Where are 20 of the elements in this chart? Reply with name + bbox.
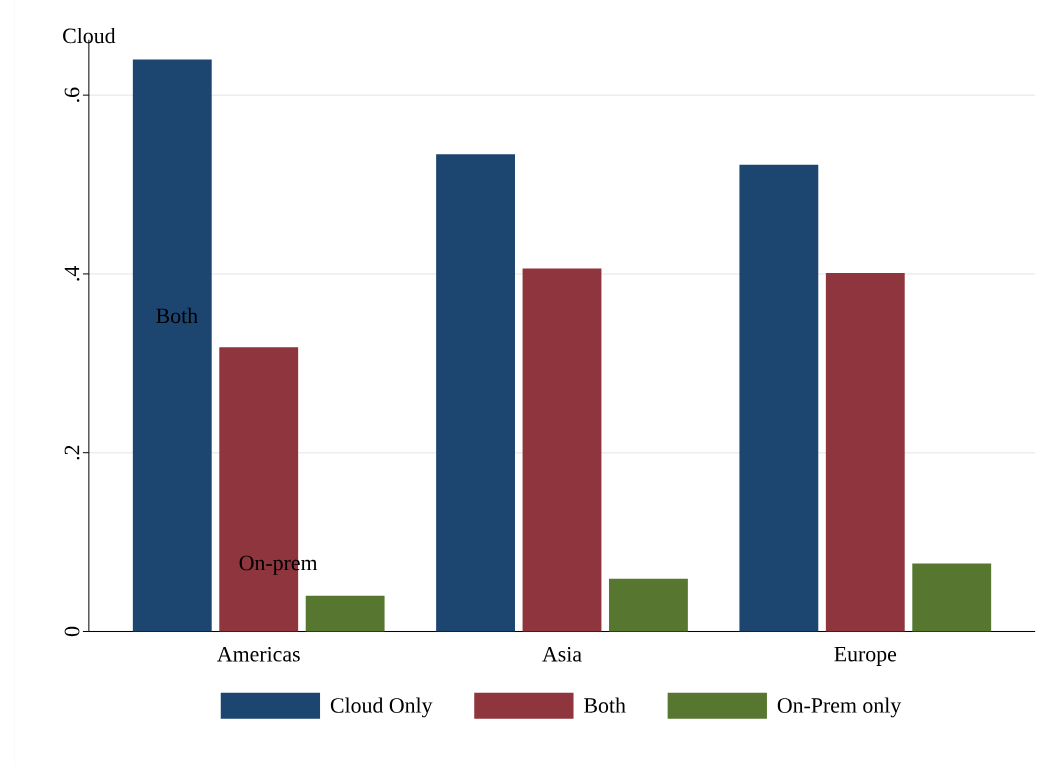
bar [436, 154, 515, 632]
y-tick-label: .4 [64, 266, 80, 281]
annotation: Both [156, 308, 198, 324]
annotation: Cloud [63, 28, 116, 44]
x-tick-label: Europe [834, 647, 897, 667]
x-tick-label: Americas [217, 647, 300, 662]
y-tick-label: .2 [64, 445, 80, 460]
bar [522, 268, 602, 632]
legend-label: Cloud Only [330, 697, 433, 718]
y-tick-label: 0 [64, 627, 80, 637]
legend-label: Both [584, 697, 626, 714]
x-tick-label: Asia [542, 647, 582, 662]
legend-label: On-Prem only [777, 697, 902, 718]
bar [912, 563, 992, 632]
bar [739, 165, 819, 632]
bar [132, 59, 212, 632]
bar [825, 273, 905, 632]
y-tick-label: .6 [64, 87, 80, 103]
bar [609, 578, 688, 632]
bar [305, 595, 385, 632]
